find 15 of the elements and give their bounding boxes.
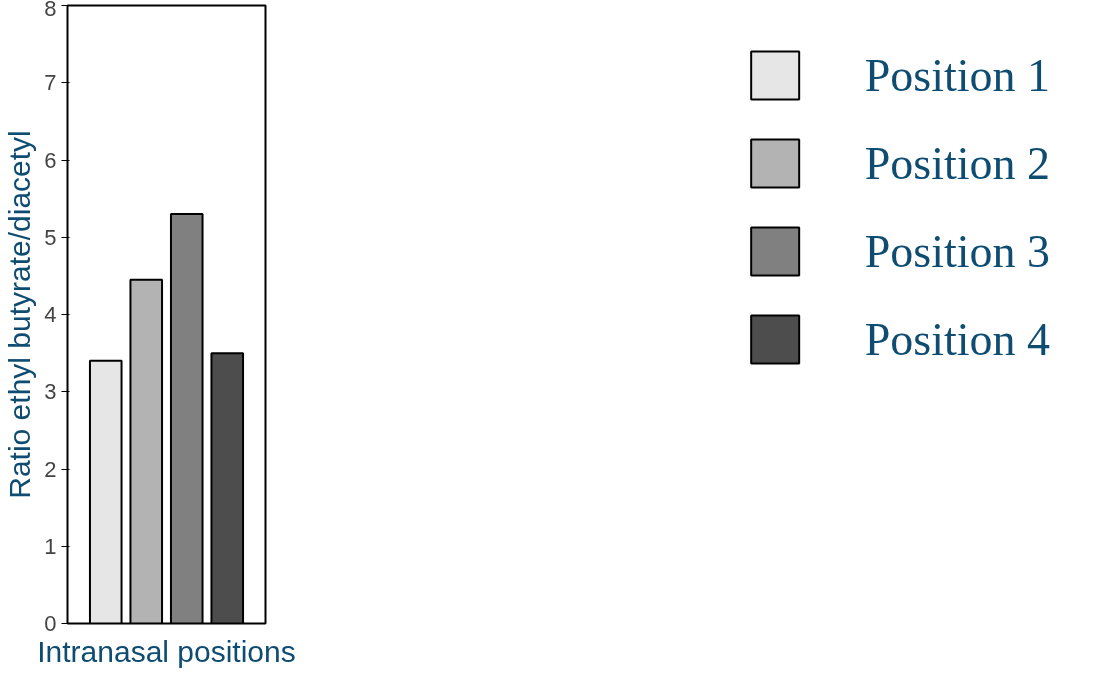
legend-label: Position 1 — [864, 48, 1050, 102]
legend-label: Position 2 — [864, 136, 1050, 190]
y-tick-label: 3 — [44, 379, 57, 405]
y-tick-label: 7 — [44, 70, 57, 96]
y-tick-label: 4 — [44, 302, 57, 327]
y-tick-label: 2 — [44, 456, 57, 482]
legend-label: Position 3 — [864, 224, 1050, 278]
legend-label: Position 4 — [864, 312, 1050, 366]
y-tick-label: 5 — [44, 224, 57, 250]
y-tick-label: 1 — [44, 533, 57, 559]
y-axis-title: Ratio ethyl butyrate/diacetyl — [3, 130, 37, 499]
y-tick-label: 8 — [44, 0, 57, 21]
y-tick-label: 6 — [44, 147, 57, 173]
x-axis-title: Intranasal positions — [37, 634, 296, 668]
y-tick-label: 0 — [44, 611, 57, 636]
